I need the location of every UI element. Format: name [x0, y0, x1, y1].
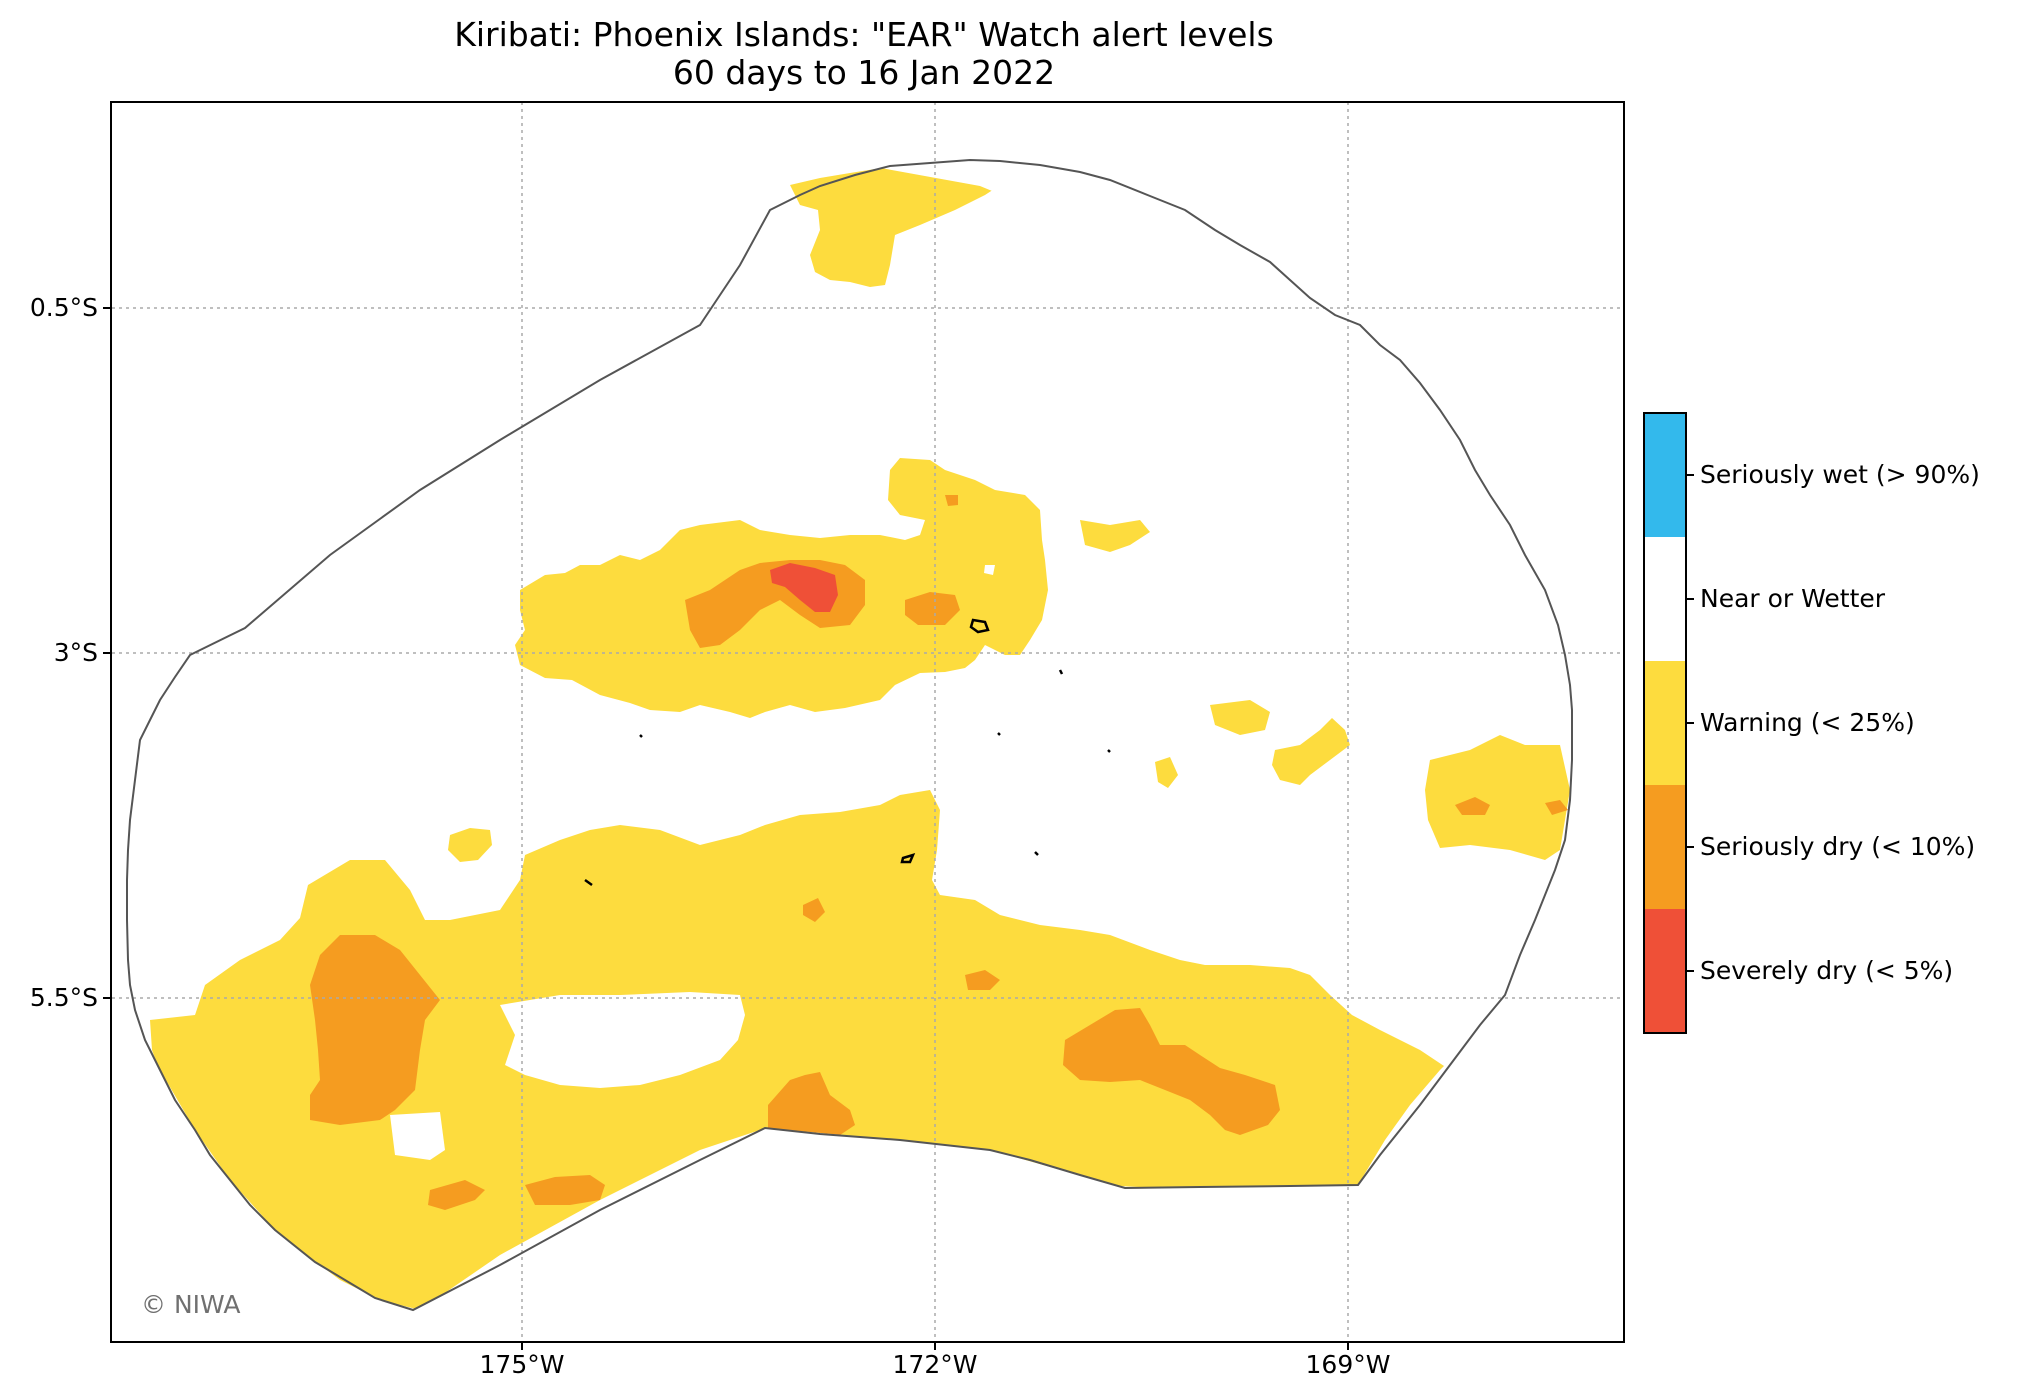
legend-label-near-or-wetter: Near or Wetter: [1700, 584, 1885, 613]
legend-colorbar: [1644, 413, 1694, 1033]
island-mckean: [1108, 750, 1110, 752]
legend-swatch-seriously-wet: [1644, 413, 1686, 537]
x-tick-label: 169°W: [1268, 1350, 1428, 1379]
island-rawaki: [998, 733, 1000, 735]
wetter-hole-south-2: [390, 1112, 445, 1160]
y-tick-label: 0.5°S: [30, 293, 98, 322]
legend-swatch-warning: [1644, 661, 1686, 785]
y-tick-label: 3°S: [54, 638, 98, 667]
island-enderbury: [1060, 670, 1062, 674]
legend-label-seriously-dry: Seriously dry (< 10%): [1700, 832, 1975, 861]
legend-swatch-severely-dry: [1644, 909, 1686, 1033]
legend-swatch-near-or-wetter: [1644, 537, 1686, 661]
legend-swatch-seriously-dry: [1644, 785, 1686, 909]
warning-region-east-patch-1: [1080, 520, 1150, 552]
niwa-credit: © NIWA: [141, 1290, 240, 1319]
warning-region-east-patch-4: [1155, 757, 1178, 788]
warning-region-west-patch: [448, 828, 492, 862]
warning-region-far-east: [1425, 735, 1570, 860]
legend-label-severely-dry: Severely dry (< 5%): [1700, 956, 1953, 985]
warning-region-east-patch-3: [1272, 718, 1350, 785]
warning-region-east-patch-2: [1210, 700, 1270, 735]
island-birnie: [640, 735, 642, 737]
y-tick-label: 5.5°S: [30, 983, 98, 1012]
legend-label-warning: Warning (< 25%): [1700, 708, 1915, 737]
x-tick-label: 172°W: [855, 1350, 1015, 1379]
island-orona: [1035, 852, 1038, 855]
x-tick-label: 175°W: [442, 1350, 602, 1379]
legend-label-seriously-wet: Seriously wet (> 90%): [1700, 460, 1980, 489]
warning-region-north: [790, 162, 1010, 287]
